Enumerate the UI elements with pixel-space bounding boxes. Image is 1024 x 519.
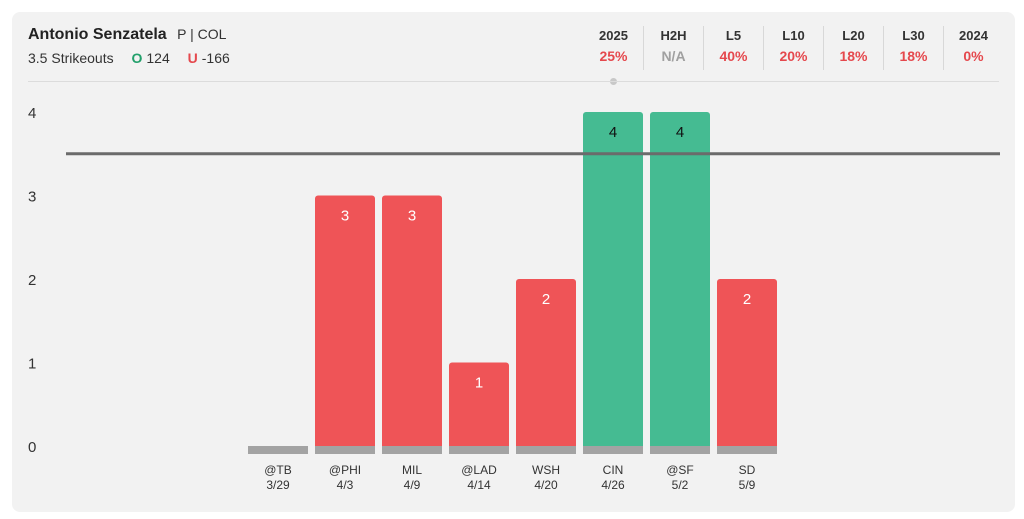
- stat-tab-l30[interactable]: L30 18%: [883, 26, 943, 70]
- under-odds: -166: [201, 50, 230, 66]
- bar-baseline-stub: [516, 446, 576, 454]
- stat-label: H2H: [660, 28, 687, 43]
- stat-tab-l5[interactable]: L5 40%: [703, 26, 763, 70]
- y-tick-label: 3: [28, 189, 36, 206]
- stat-tab-l10[interactable]: L10 20%: [763, 26, 823, 70]
- bar-baseline-stub: [382, 446, 442, 454]
- prop-label: 3.5 Strikeouts: [28, 50, 114, 66]
- x-tick-date: 4/9: [404, 478, 421, 492]
- stat-value: 18%: [839, 48, 868, 64]
- bar-value-label: 4: [609, 124, 617, 141]
- x-tick-date: 5/9: [739, 478, 756, 492]
- bar-baseline-stub: [583, 446, 643, 454]
- bar-value-label: 3: [408, 208, 416, 225]
- player-position-team: P | COL: [177, 26, 227, 42]
- stat-value: 40%: [719, 48, 748, 64]
- stat-label: L10: [782, 28, 805, 43]
- x-tick-date: 4/3: [337, 478, 354, 492]
- stat-label: 2024: [959, 28, 988, 43]
- x-tick-date: 4/20: [534, 478, 558, 492]
- stat-label: L30: [902, 28, 925, 43]
- y-tick-label: 0: [28, 439, 36, 456]
- stat-label: 2025: [599, 28, 628, 43]
- prop-line: 3.5 Strikeouts O 124 U -166: [28, 50, 230, 66]
- stat-label: L20: [842, 28, 865, 43]
- bar-wsh[interactable]: [516, 279, 576, 454]
- bar-at-lad[interactable]: [449, 362, 509, 455]
- over-label: O: [131, 50, 143, 66]
- x-tick-opponent: WSH: [532, 463, 560, 477]
- x-tick-opponent: @LAD: [461, 463, 497, 477]
- bar-value-label: 2: [542, 291, 550, 308]
- x-tick-opponent: CIN: [603, 463, 624, 477]
- bar-value-label: 2: [743, 291, 751, 308]
- y-tick-label: 1: [28, 356, 36, 373]
- x-tick-date: 3/29: [266, 478, 290, 492]
- header-divider: [28, 81, 999, 82]
- player-name: Antonio Senzatela: [28, 26, 167, 43]
- stat-value: 20%: [779, 48, 808, 64]
- bar-at-phi[interactable]: [315, 195, 375, 455]
- x-tick-date: 5/2: [672, 478, 689, 492]
- bar-value-label: 4: [676, 124, 684, 141]
- y-tick-label: 2: [28, 272, 36, 289]
- x-tick-opponent: @SF: [666, 463, 694, 477]
- bar-at-sf[interactable]: [650, 112, 710, 454]
- x-tick-opponent: MIL: [402, 463, 422, 477]
- bar-baseline-stub: [449, 446, 509, 454]
- stat-value: 18%: [899, 48, 928, 64]
- stat-value: 25%: [599, 48, 628, 64]
- bar-baseline-stub: [650, 446, 710, 454]
- bar-baseline-stub: [315, 446, 375, 454]
- stat-tab-h2h[interactable]: H2H N/A: [643, 26, 703, 70]
- under-label: U: [187, 50, 198, 66]
- x-tick-date: 4/26: [601, 478, 625, 492]
- bar-value-label: 1: [475, 375, 483, 392]
- bar-value-label: 3: [341, 208, 349, 225]
- stat-value: 0%: [963, 48, 984, 64]
- x-tick-opponent: @PHI: [329, 463, 361, 477]
- bar-baseline-stub: [248, 446, 308, 454]
- stat-tab-2024[interactable]: 2024 0%: [943, 26, 1003, 70]
- x-tick-opponent: @TB: [264, 463, 292, 477]
- player-header: Antonio Senzatela P | COL 3.5 Strikeouts…: [28, 26, 230, 66]
- stat-value: N/A: [661, 48, 686, 64]
- x-tick-date: 4/14: [467, 478, 491, 492]
- bar-baseline-stub: [717, 446, 777, 454]
- stat-tab-l20[interactable]: L20 18%: [823, 26, 883, 70]
- stat-label: L5: [725, 28, 742, 43]
- bar-sd[interactable]: [717, 279, 777, 454]
- bar-mil[interactable]: [382, 195, 442, 455]
- x-tick-opponent: SD: [739, 463, 756, 477]
- bar-cin[interactable]: [583, 112, 643, 454]
- chart-card: Antonio Senzatela P | COL 3.5 Strikeouts…: [12, 12, 1015, 512]
- over-odds: 124: [146, 50, 170, 66]
- y-tick-label: 4: [28, 105, 36, 122]
